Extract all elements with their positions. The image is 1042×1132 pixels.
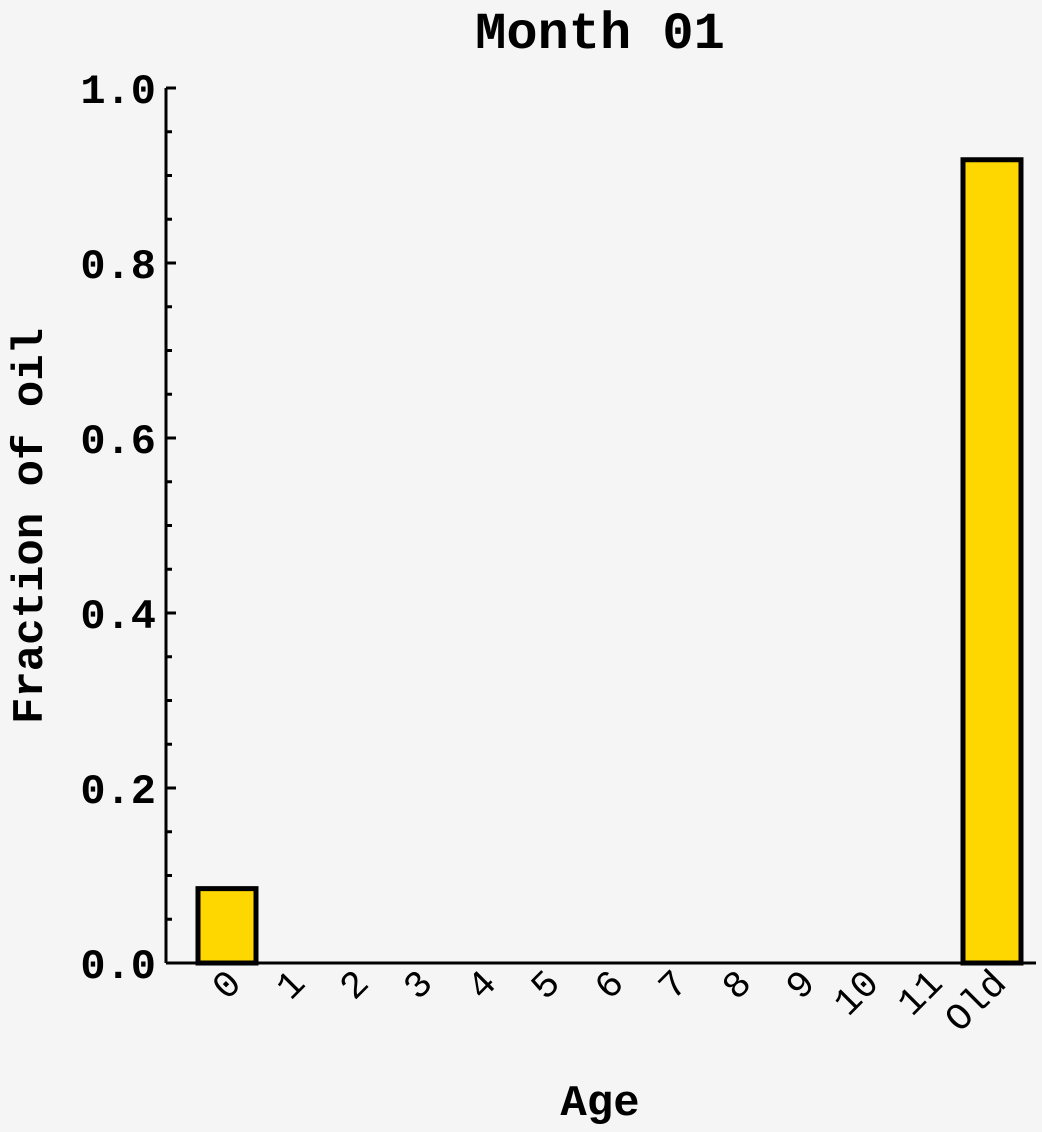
y-tick-label: 1.0 xyxy=(80,68,156,116)
bars-group xyxy=(195,157,1024,966)
x-tick-label: 6 xyxy=(587,963,634,1010)
y-tick-label: 0.4 xyxy=(80,593,156,641)
y-axis-ticks: 0.0 0.2 0.4 0.6 0.8 1.0 xyxy=(80,68,176,991)
bar-old xyxy=(960,157,1024,966)
x-tick-label: 0 xyxy=(205,963,252,1010)
x-tick-label: Old xyxy=(938,963,1017,1042)
x-tick-label: 4 xyxy=(460,963,507,1010)
x-tick-label: 3 xyxy=(396,963,443,1010)
x-tick-label: 8 xyxy=(715,963,762,1010)
y-axis-label: Fraction of oil xyxy=(6,328,56,724)
x-tick-label: 1 xyxy=(269,963,316,1010)
x-tick-label: 2 xyxy=(332,963,379,1010)
y-tick-label: 0.6 xyxy=(80,418,156,466)
y-tick-label: 0.8 xyxy=(80,243,156,291)
x-tick-label: 5 xyxy=(524,963,571,1010)
x-tick-label: 9 xyxy=(779,963,826,1010)
y-tick-label: 0.0 xyxy=(80,943,156,991)
x-axis-label: Age xyxy=(560,1079,639,1129)
y-tick-label: 0.2 xyxy=(80,768,156,816)
x-tick-label: 7 xyxy=(651,963,698,1010)
x-tick-label: 10 xyxy=(826,963,889,1026)
chart-title: Month 01 xyxy=(475,5,725,64)
bar-0 xyxy=(195,886,259,966)
